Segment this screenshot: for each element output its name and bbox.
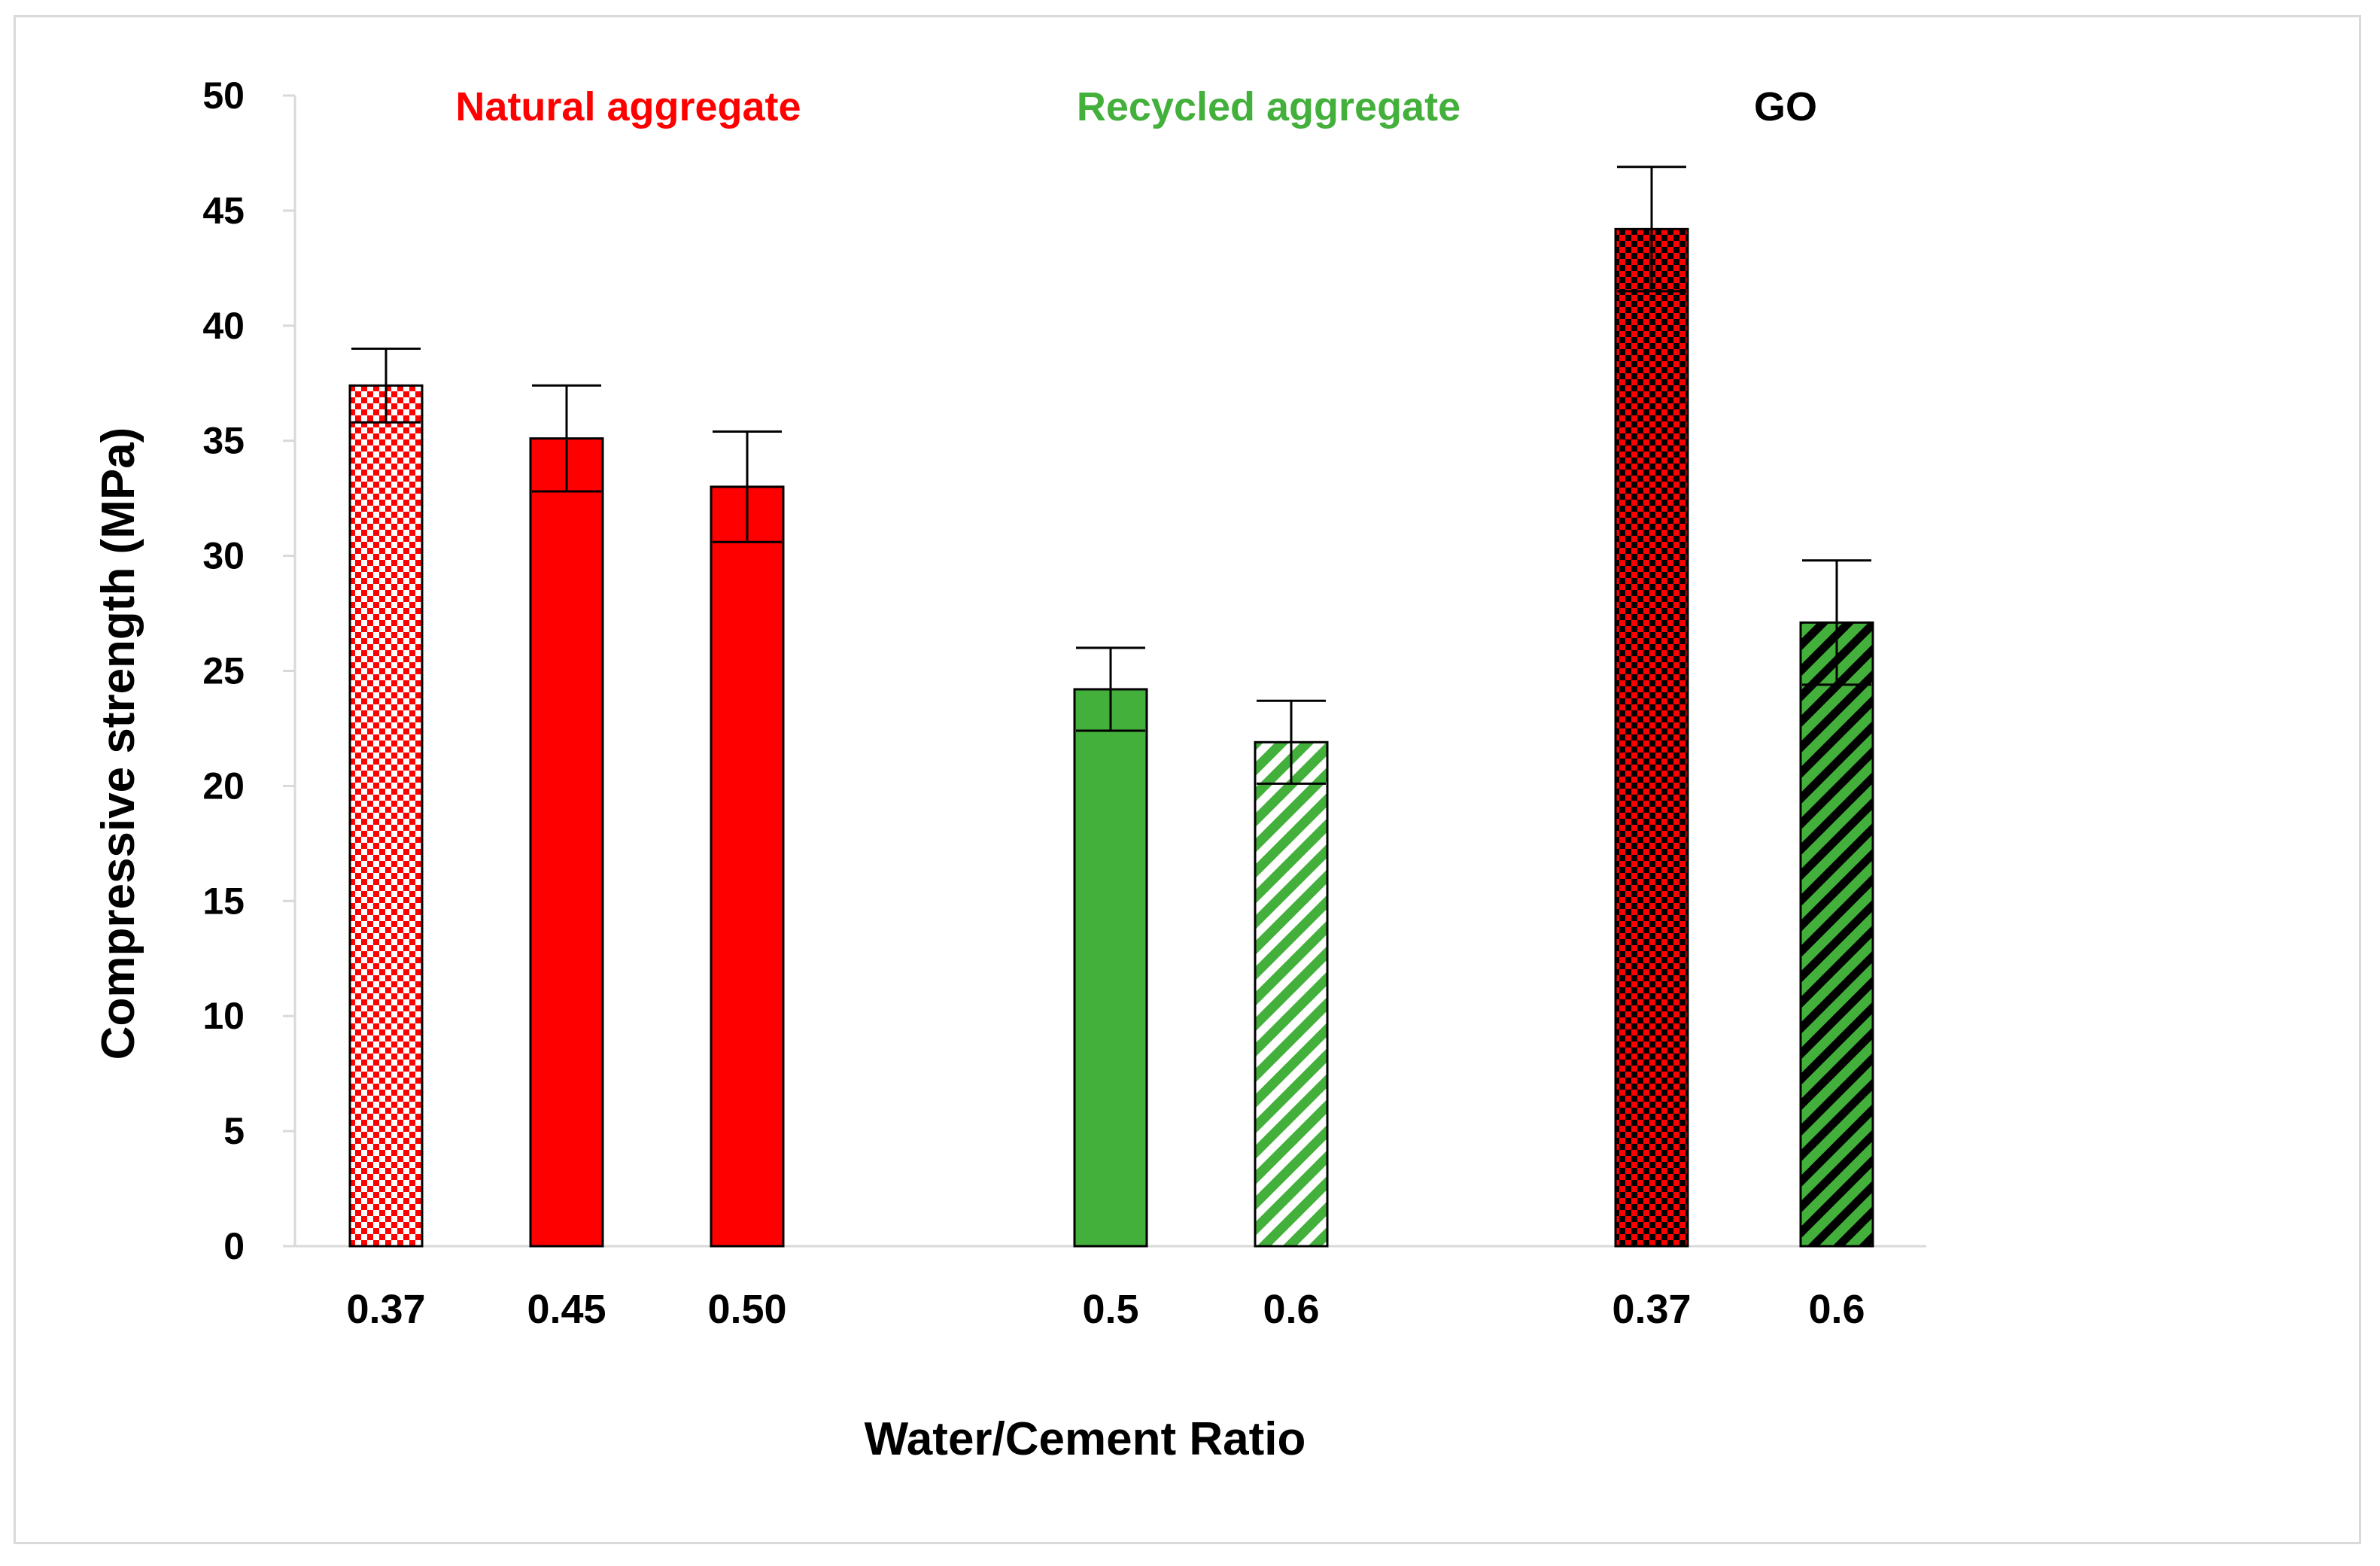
y-tick-label: 20	[202, 765, 245, 807]
error-bar	[1076, 646, 1145, 732]
y-tick-label: 35	[202, 420, 245, 462]
bar-go-0.37	[1614, 227, 1689, 1248]
bar-recycled-aggregate-0.5	[1073, 688, 1148, 1248]
error-bar	[1257, 699, 1326, 785]
y-tick-label: 5	[223, 1110, 245, 1152]
y-tick-label: 25	[202, 650, 245, 692]
labels-layer: Natural aggregate Recycled aggregate GO Wat…	[93, 84, 1817, 1465]
group-label: Natural aggregate	[455, 84, 801, 129]
error-bar	[1617, 166, 1686, 293]
group-label: Recycled aggregate	[1077, 84, 1461, 129]
error-bar	[713, 430, 782, 543]
error-bar	[1802, 559, 1871, 686]
bar-natural-aggregate-0.45	[529, 437, 604, 1248]
y-tick-label: 0	[223, 1225, 245, 1267]
x-tick-label: 0.37	[1612, 1287, 1691, 1332]
y-axis-title: Compressive strength (MPa)	[93, 427, 144, 1060]
x-tick-label: 0.6	[1808, 1287, 1865, 1332]
x-tick-label: 0.6	[1263, 1287, 1319, 1332]
x-tick-label: 0.45	[527, 1287, 606, 1332]
y-tick-label: 30	[202, 535, 245, 577]
bar-natural-aggregate-0.37	[348, 384, 424, 1248]
y-tick-label: 45	[202, 190, 245, 232]
error-bar	[532, 384, 601, 493]
bar-go-0.6	[1799, 621, 1874, 1248]
group-label: GO	[1754, 84, 1817, 129]
x-tick-label: 0.5	[1082, 1287, 1138, 1332]
y-tick-label: 10	[202, 995, 245, 1037]
error-bar	[351, 347, 421, 424]
y-tick-label: 15	[202, 880, 245, 922]
x-axis: 0.37 0.45 0.50 0.5 0.6 0.37 0.6	[295, 1245, 1926, 1332]
bar-recycled-aggregate-0.6	[1254, 740, 1329, 1248]
x-axis-title: Water/Cement Ratio	[865, 1413, 1306, 1465]
x-tick-label: 0.37	[346, 1287, 425, 1332]
bar-natural-aggregate-0.50	[710, 485, 785, 1248]
bars-layer	[348, 166, 1874, 1248]
y-axis: 0 5 10 15 20 25 30 35 40 45 50	[202, 74, 296, 1267]
x-tick-label: 0.50	[707, 1287, 786, 1332]
y-tick-label: 40	[202, 305, 245, 347]
y-tick-label: 50	[202, 74, 245, 117]
